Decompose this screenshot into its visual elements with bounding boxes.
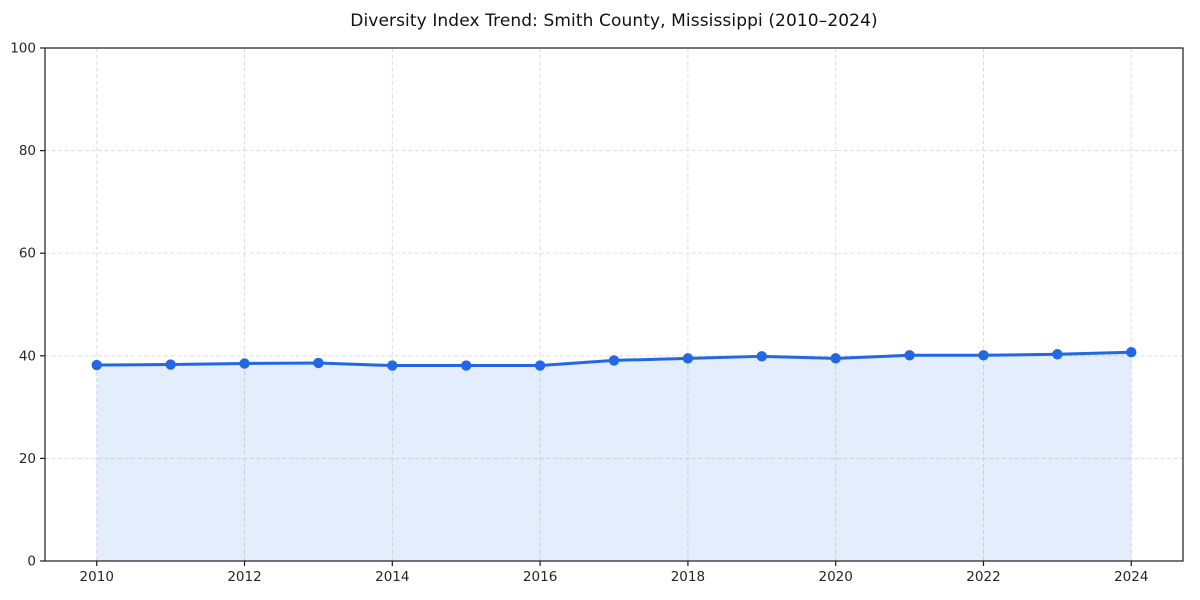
data-point: [756, 351, 767, 362]
chart-title: Diversity Index Trend: Smith County, Mis…: [350, 11, 878, 31]
area-fill: [96, 352, 1132, 561]
y-tick-label: 60: [19, 246, 36, 262]
x-tick-label: 2016: [523, 569, 557, 585]
x-tick-label: 2020: [819, 569, 853, 585]
data-point: [682, 353, 694, 364]
y-tick-label: 0: [27, 554, 36, 570]
data-point: [534, 360, 546, 371]
y-tick-label: 40: [19, 348, 36, 364]
data-point: [387, 360, 398, 371]
y-tick-label: 80: [19, 143, 36, 159]
data-point: [313, 357, 324, 369]
y-tick-label: 20: [19, 451, 36, 467]
x-tick-label: 2014: [375, 569, 409, 585]
data-point: [91, 359, 102, 371]
data-point: [608, 355, 620, 366]
x-tick-label: 2022: [966, 569, 1000, 585]
data-point: [1052, 349, 1063, 360]
data-point: [978, 350, 989, 361]
y-tick-label: 100: [10, 41, 36, 57]
data-point: [239, 358, 250, 369]
x-tick-label: 2024: [1114, 569, 1148, 585]
axes-spines: [44, 47, 1184, 562]
x-tick-label: 2012: [227, 569, 261, 585]
data-point: [461, 360, 472, 371]
x-tick-label: 2010: [80, 569, 114, 585]
data-point: [165, 359, 176, 370]
data-point: [830, 353, 841, 364]
x-tick-label: 2018: [671, 569, 705, 585]
data-point: [904, 350, 915, 361]
data-point: [1126, 347, 1137, 358]
